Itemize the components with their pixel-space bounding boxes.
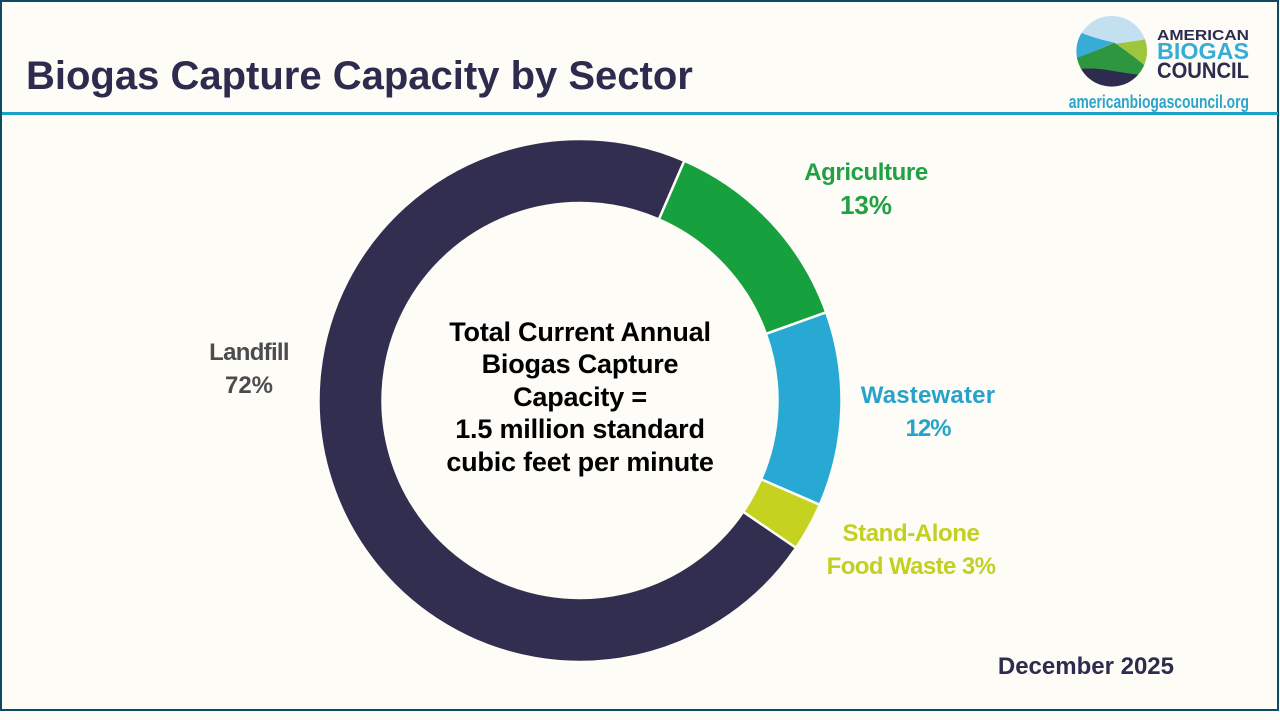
svg-text:AMERICAN: AMERICAN xyxy=(1157,27,1249,44)
svg-text:BIOGAS: BIOGAS xyxy=(1157,38,1249,64)
svg-text:COUNCIL: COUNCIL xyxy=(1157,58,1249,83)
